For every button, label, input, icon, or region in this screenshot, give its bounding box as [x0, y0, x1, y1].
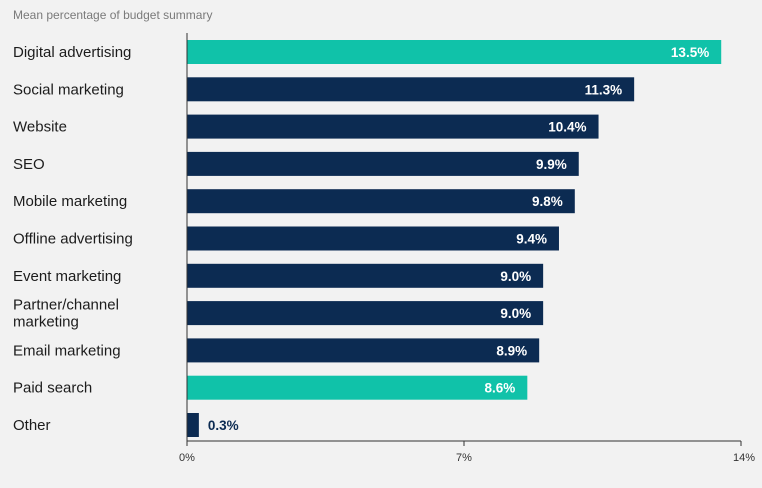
bar-event-marketing — [187, 263, 544, 288]
bars-group — [187, 40, 722, 437]
value-labels: 13.5% 11.3% 10.4% 9.9% 9.8% 9.4% 9.0% 9.0% 8.9% 8… — [208, 45, 709, 433]
category-label-website: Website — [13, 119, 67, 136]
value-label-social-marketing: 11.3% — [585, 82, 623, 97]
bar-seo — [187, 151, 579, 176]
category-label-seo: SEO — [13, 156, 45, 173]
x-axis-ticks: 0% 7% 14% — [179, 441, 755, 464]
category-label-digital-advertising: Digital advertising — [13, 44, 131, 61]
bar-partner-channel-marketing — [187, 301, 544, 326]
category-label-offline-advertising: Offline advertising — [13, 231, 133, 248]
value-label-paid-search: 8.6% — [485, 381, 516, 396]
category-label-event-marketing: Event marketing — [13, 268, 121, 285]
x-tick-label: 14% — [733, 452, 755, 464]
value-label-digital-advertising: 13.5% — [671, 45, 709, 60]
category-labels: Digital advertising Social marketing Websi… — [13, 44, 133, 434]
category-label-mobile-marketing: Mobile marketing — [13, 193, 127, 210]
bar-email-marketing — [187, 338, 540, 363]
bar-offline-advertising — [187, 226, 559, 251]
value-label-website: 10.4% — [548, 120, 586, 135]
category-label-partner-channel-marketing: Partner/channel marketing — [13, 297, 119, 331]
value-label-event-marketing: 9.0% — [500, 269, 531, 284]
category-label-social-marketing: Social marketing — [13, 81, 124, 98]
bar-website — [187, 114, 599, 139]
value-label-offline-advertising: 9.4% — [516, 232, 547, 247]
value-label-email-marketing: 8.9% — [496, 343, 527, 358]
category-label-other: Other — [13, 417, 51, 434]
category-label-email-marketing: Email marketing — [13, 342, 121, 359]
bar-mobile-marketing — [187, 189, 575, 214]
category-label-paid-search: Paid search — [13, 380, 92, 397]
value-label-partner-channel-marketing: 9.0% — [500, 306, 531, 321]
bar-paid-search — [187, 375, 528, 400]
value-label-seo: 9.9% — [536, 157, 567, 172]
bar-digital-advertising — [187, 40, 722, 64]
bar-social-marketing — [187, 77, 635, 102]
x-tick-label: 0% — [179, 452, 195, 464]
x-tick-label: 7% — [456, 452, 472, 464]
value-label-other: 0.3% — [208, 418, 239, 433]
chart-subtitle: Mean percentage of budget summary — [13, 8, 213, 22]
bar-other — [187, 413, 199, 437]
value-label-mobile-marketing: 9.8% — [532, 194, 563, 209]
